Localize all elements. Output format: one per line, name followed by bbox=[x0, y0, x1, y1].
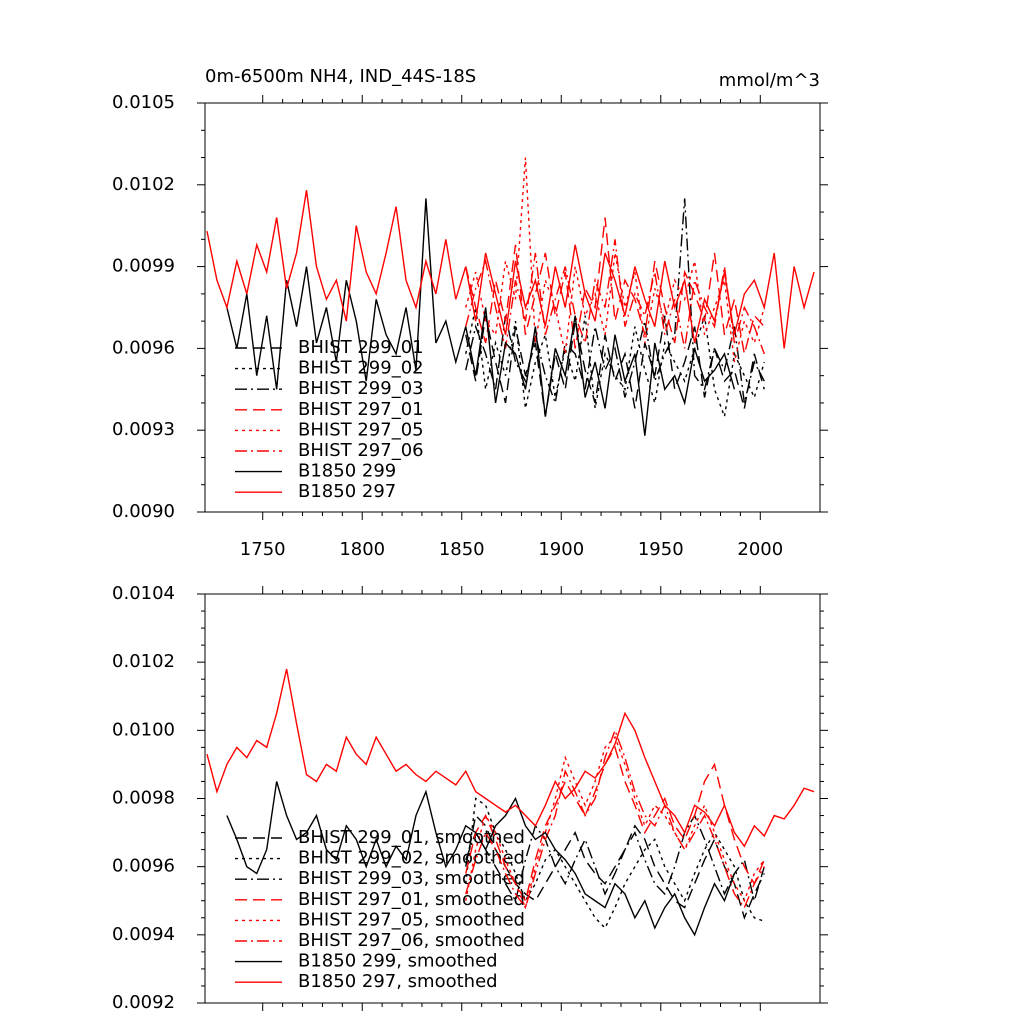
units-label: mmol/m^3 bbox=[719, 70, 820, 91]
legend-label: BHIST 299_02, smoothed bbox=[298, 848, 525, 869]
series-line bbox=[465, 315, 765, 417]
y-tick-label: 0.0102 bbox=[112, 651, 175, 672]
series-line bbox=[465, 735, 765, 910]
y-tick-label: 0.0099 bbox=[112, 256, 175, 277]
x-tick-label: 1900 bbox=[538, 539, 584, 560]
legend-label: B1850 297 bbox=[298, 481, 396, 502]
y-tick-label: 0.0093 bbox=[112, 419, 175, 440]
series-line bbox=[465, 217, 765, 355]
y-tick-label: 0.0105 bbox=[112, 92, 175, 113]
series-line bbox=[206, 190, 815, 349]
plot-frame bbox=[204, 102, 821, 513]
series-line bbox=[465, 307, 765, 420]
y-tick-label: 0.0090 bbox=[112, 501, 175, 522]
y-tick-label: 0.0094 bbox=[112, 924, 175, 945]
series-line bbox=[226, 781, 736, 937]
legend-label: BHIST 297_01, smoothed bbox=[298, 889, 525, 910]
legend-label: BHIST 297_06, smoothed bbox=[298, 930, 525, 951]
x-tick-label: 1950 bbox=[638, 539, 684, 560]
legend-label: BHIST 299_03 bbox=[298, 378, 424, 399]
legend-label: BHIST 299_02 bbox=[298, 358, 424, 379]
legend-label: B1850 299, smoothed bbox=[298, 951, 498, 972]
y-tick-label: 0.0102 bbox=[112, 174, 175, 195]
series-line bbox=[206, 668, 815, 848]
series-line bbox=[465, 157, 765, 363]
chart-title: 0m-6500m NH4, IND_44S-18S bbox=[205, 66, 476, 87]
x-tick-label: 1800 bbox=[339, 539, 385, 560]
legend-label: BHIST 297_05 bbox=[298, 419, 424, 440]
x-tick-label: 2000 bbox=[737, 539, 783, 560]
y-tick-label: 0.0104 bbox=[112, 583, 175, 604]
y-tick-label: 0.0092 bbox=[112, 992, 175, 1013]
y-tick-label: 0.0096 bbox=[112, 337, 175, 358]
y-tick-label: 0.0098 bbox=[112, 788, 175, 809]
series-line bbox=[226, 198, 736, 436]
legend-label: BHIST 299_03, smoothed bbox=[298, 868, 525, 889]
legend-label: BHIST 297_01 bbox=[298, 399, 424, 420]
series-line bbox=[465, 728, 765, 910]
x-tick-label: 1750 bbox=[240, 539, 286, 560]
legend-label: BHIST 297_06 bbox=[298, 440, 424, 461]
legend-label: BHIST 297_05, smoothed bbox=[298, 909, 525, 930]
series-line bbox=[465, 239, 765, 355]
legend-label: B1850 297, smoothed bbox=[298, 971, 498, 992]
series-line bbox=[465, 198, 765, 406]
y-tick-label: 0.0096 bbox=[112, 856, 175, 877]
legend-label: B1850 299 bbox=[298, 461, 396, 482]
y-tick-label: 0.0100 bbox=[112, 719, 175, 740]
x-tick-label: 1850 bbox=[439, 539, 485, 560]
series-line bbox=[465, 813, 765, 904]
